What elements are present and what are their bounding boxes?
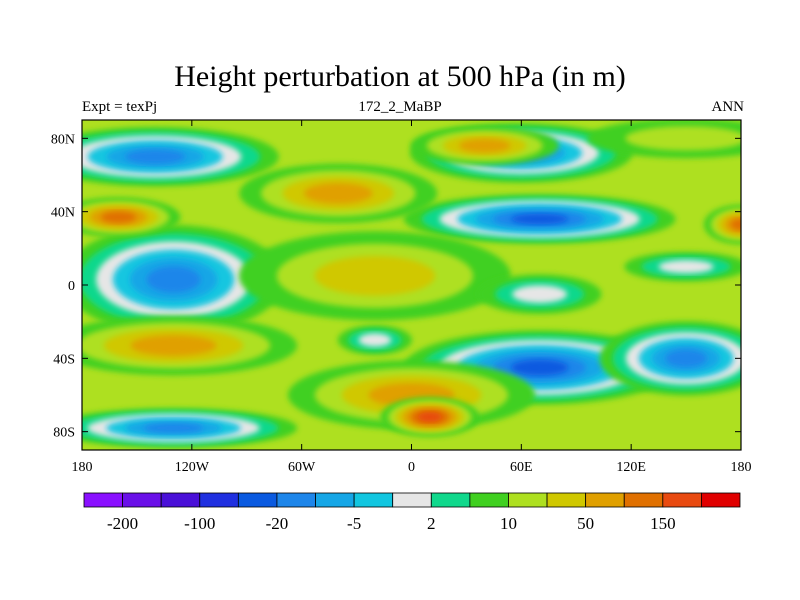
colorbar-label-3: -5	[347, 514, 361, 533]
colorbar-label-6: 50	[577, 514, 594, 533]
field-layer	[82, 120, 741, 450]
field-contour-18-2	[658, 260, 714, 274]
field-contour-9-3	[130, 335, 217, 356]
field-contour-17-2	[358, 333, 392, 347]
y-tick-label-0: 80N	[51, 132, 75, 147]
field-contour-15-1	[625, 126, 741, 151]
colorbar-box-1	[122, 492, 162, 508]
x-tick-label-2: 60W	[288, 460, 316, 475]
colorbar-box-9	[430, 492, 471, 508]
y-tick-label-3: 40S	[53, 352, 75, 367]
field-contour-3-5	[146, 266, 201, 293]
field-contour-14-2	[314, 256, 436, 296]
colorbar-box-5	[276, 492, 316, 508]
y-tick-label-1: 40N	[51, 206, 75, 221]
x-tick-label-1: 120W	[175, 460, 210, 475]
colorbar-box-13	[585, 492, 625, 508]
colorbar-box-4	[237, 492, 278, 508]
colorbar-box-15	[662, 492, 702, 508]
field-contour-0-5	[125, 149, 186, 164]
left-subtitle: Expt = texPj	[82, 99, 158, 115]
colorbar-box-0	[83, 492, 123, 508]
field-contour-4-6	[511, 359, 569, 376]
x-tick-label-5: 120E	[616, 460, 646, 475]
field-contour-11-5	[417, 412, 442, 422]
colorbar-box-11	[508, 492, 548, 508]
field-contour-2-6	[511, 213, 569, 225]
colorbar-label-1: -100	[184, 514, 215, 533]
colorbar-box-6	[315, 492, 355, 508]
x-tick-label-3: 0	[408, 460, 415, 475]
colorbar-box-14	[623, 492, 664, 508]
colorbar-label-2: -20	[266, 514, 289, 533]
field-contour-12-3	[458, 138, 511, 153]
y-tick-label-4: 80S	[53, 426, 75, 441]
colorbar-label-7: 150	[650, 514, 676, 533]
chart-title: Height perturbation at 500 hPa (in m)	[174, 60, 626, 93]
colorbar-box-2	[160, 492, 201, 508]
field-contour-7-4	[100, 211, 137, 223]
colorbar-box-8	[392, 492, 432, 508]
field-contour-6-5	[143, 423, 204, 433]
colorbar-box-7	[353, 492, 394, 508]
field-contour-5-5	[665, 349, 708, 368]
center-subtitle: 172_2_MaBP	[358, 99, 442, 115]
y-tick-label-2: 0	[68, 279, 75, 294]
colorbar-label-5: 10	[500, 514, 517, 533]
right-subtitle: ANN	[711, 99, 745, 115]
colorbar-label-4: 2	[427, 514, 436, 533]
colorbar-label-0: -200	[107, 514, 138, 533]
colorbar-box-3	[199, 492, 239, 508]
x-tick-label-0: 180	[72, 460, 93, 475]
colorbar-box-16	[701, 492, 741, 508]
x-tick-label-4: 60E	[510, 460, 533, 475]
field-contour-8-4	[730, 218, 741, 231]
colorbar-box-12	[546, 492, 587, 508]
field-contour-13-3	[303, 183, 373, 204]
x-tick-label-6: 180	[731, 460, 752, 475]
field-contour-16-2	[512, 285, 568, 303]
colorbar-box-10	[469, 492, 509, 508]
